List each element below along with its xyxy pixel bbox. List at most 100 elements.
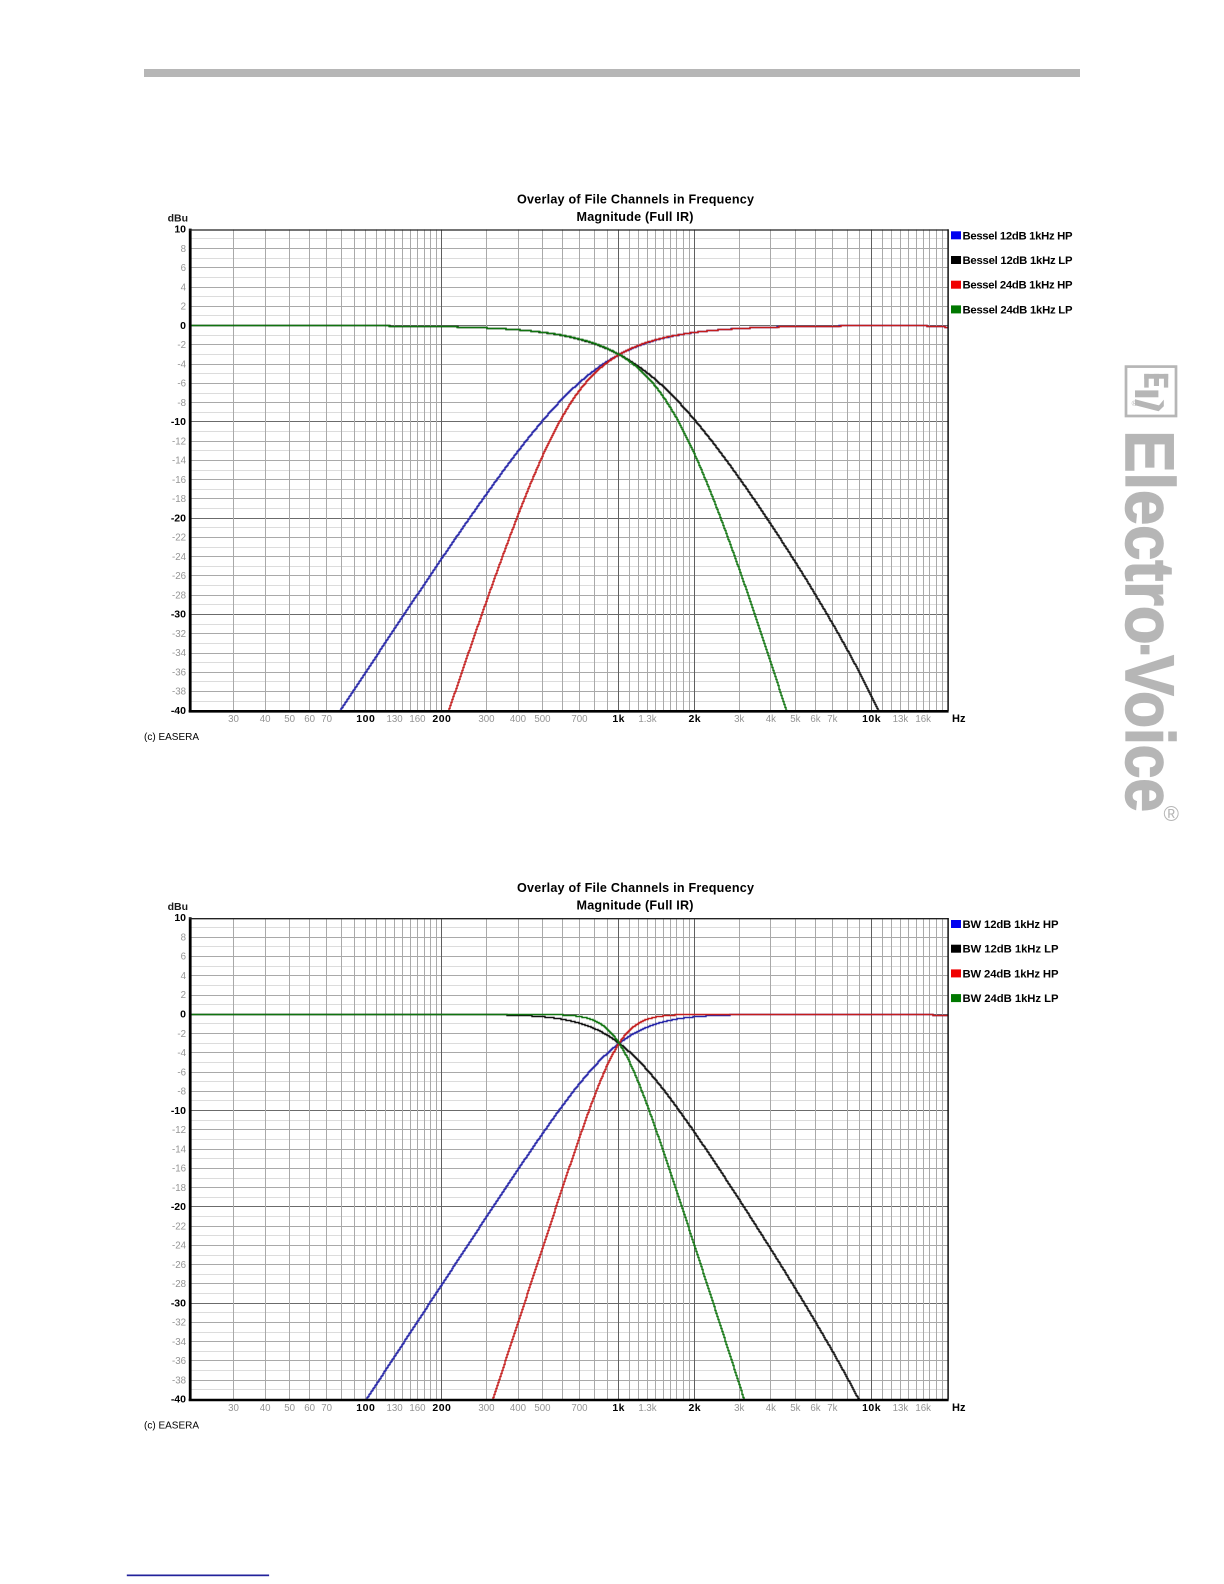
- svg-text:dBu: dBu: [168, 901, 188, 913]
- svg-text:70: 70: [321, 714, 332, 725]
- svg-text:Magnitude (Full IR): Magnitude (Full IR): [577, 210, 694, 224]
- svg-text:500: 500: [534, 714, 551, 725]
- svg-text:BW 24dB 1kHz HP: BW 24dB 1kHz HP: [963, 968, 1059, 980]
- svg-text:-20: -20: [171, 512, 186, 524]
- svg-text:200: 200: [432, 1402, 451, 1414]
- svg-text:®: ®: [1164, 803, 1180, 826]
- svg-text:160: 160: [409, 1403, 426, 1414]
- svg-text:13k: 13k: [893, 1403, 909, 1414]
- svg-text:700: 700: [571, 714, 588, 725]
- svg-text:Bessel 12dB 1kHz LP: Bessel 12dB 1kHz LP: [963, 255, 1073, 267]
- svg-text:70: 70: [321, 1403, 332, 1414]
- svg-text:4k: 4k: [766, 1403, 776, 1414]
- svg-text:2: 2: [181, 990, 186, 1001]
- svg-text:-26: -26: [172, 1260, 186, 1271]
- svg-text:(c) EASERA: (c) EASERA: [144, 732, 199, 743]
- svg-text:2: 2: [181, 302, 186, 313]
- svg-text:Overlay of File Channels in Fr: Overlay of File Channels in Frequency: [517, 192, 754, 206]
- svg-text:5k: 5k: [790, 714, 800, 725]
- svg-text:10: 10: [174, 224, 186, 236]
- svg-text:60: 60: [304, 714, 315, 725]
- svg-text:Overlay of File Channels in Fr: Overlay of File Channels in Frequency: [517, 881, 754, 895]
- svg-text:-10: -10: [171, 416, 186, 428]
- svg-text:-6: -6: [177, 1067, 186, 1078]
- svg-text:-40: -40: [171, 1394, 186, 1406]
- svg-text:-22: -22: [172, 1221, 186, 1232]
- svg-text:400: 400: [510, 714, 527, 725]
- svg-text:-8: -8: [177, 1087, 186, 1098]
- svg-text:-4: -4: [177, 359, 186, 370]
- svg-text:130: 130: [387, 714, 404, 725]
- svg-text:dBu: dBu: [168, 212, 188, 224]
- svg-text:6: 6: [181, 263, 186, 274]
- svg-text:Hz: Hz: [952, 713, 966, 725]
- svg-text:1.3k: 1.3k: [638, 1403, 656, 1414]
- svg-text:40: 40: [260, 1403, 271, 1414]
- svg-text:-34: -34: [172, 1337, 187, 1348]
- svg-text:-16: -16: [172, 475, 186, 486]
- svg-text:6k: 6k: [810, 1403, 820, 1414]
- svg-text:-4: -4: [177, 1048, 186, 1059]
- svg-text:-38: -38: [172, 1375, 186, 1386]
- svg-text:3k: 3k: [734, 714, 744, 725]
- svg-text:4k: 4k: [766, 714, 776, 725]
- svg-text:8: 8: [181, 244, 186, 255]
- svg-text:-14: -14: [172, 1144, 187, 1155]
- svg-text:Hz: Hz: [952, 1402, 966, 1414]
- svg-text:-24: -24: [172, 1241, 187, 1252]
- svg-text:-30: -30: [171, 609, 186, 621]
- svg-text:10k: 10k: [862, 1402, 881, 1414]
- svg-text:-12: -12: [172, 1125, 186, 1136]
- svg-text:-24: -24: [172, 552, 187, 563]
- svg-text:-20: -20: [171, 1201, 186, 1213]
- svg-text:16k: 16k: [915, 1403, 931, 1414]
- svg-text:0: 0: [180, 1009, 186, 1021]
- svg-text:10k: 10k: [862, 713, 881, 725]
- svg-text:-16: -16: [172, 1164, 186, 1175]
- svg-text:Bessel 24dB 1kHz HP: Bessel 24dB 1kHz HP: [963, 280, 1073, 292]
- svg-text:-40: -40: [171, 705, 186, 717]
- svg-text:160: 160: [409, 714, 426, 725]
- svg-text:6k: 6k: [810, 714, 820, 725]
- svg-text:-12: -12: [172, 436, 186, 447]
- svg-text:-30: -30: [171, 1297, 186, 1309]
- svg-text:300: 300: [478, 714, 495, 725]
- svg-text:-2: -2: [177, 340, 186, 351]
- svg-text:100: 100: [356, 713, 375, 725]
- svg-text:30: 30: [228, 1403, 239, 1414]
- svg-text:200: 200: [432, 713, 451, 725]
- svg-text:500: 500: [534, 1403, 551, 1414]
- svg-text:6: 6: [181, 952, 186, 963]
- svg-text:300: 300: [478, 1403, 495, 1414]
- svg-text:100: 100: [356, 1402, 375, 1414]
- svg-text:-8: -8: [177, 398, 186, 409]
- svg-text:-2: -2: [177, 1029, 186, 1040]
- svg-text:1k: 1k: [612, 1402, 625, 1414]
- svg-text:Electro: Electro: [1111, 430, 1188, 644]
- svg-text:130: 130: [387, 1403, 404, 1414]
- svg-text:30: 30: [228, 714, 239, 725]
- svg-text:-38: -38: [172, 687, 186, 698]
- svg-text:-28: -28: [172, 590, 186, 601]
- svg-text:Bessel 12dB 1kHz HP: Bessel 12dB 1kHz HP: [963, 230, 1073, 242]
- svg-text:50: 50: [284, 714, 295, 725]
- svg-text:700: 700: [571, 1403, 588, 1414]
- svg-text:-36: -36: [172, 668, 186, 679]
- svg-text:2k: 2k: [688, 1402, 701, 1414]
- svg-text:-32: -32: [172, 1318, 186, 1329]
- svg-text:50: 50: [284, 1403, 295, 1414]
- svg-text:-14: -14: [172, 456, 187, 467]
- svg-text:1k: 1k: [612, 713, 625, 725]
- svg-text:1.3k: 1.3k: [638, 714, 656, 725]
- svg-text:60: 60: [304, 1403, 315, 1414]
- svg-text:16k: 16k: [915, 714, 931, 725]
- svg-text:Bessel 24dB 1kHz LP: Bessel 24dB 1kHz LP: [963, 304, 1073, 316]
- svg-text:8: 8: [181, 933, 186, 944]
- svg-text:2k: 2k: [688, 713, 701, 725]
- svg-text:-18: -18: [172, 1183, 186, 1194]
- svg-text:7k: 7k: [827, 714, 837, 725]
- svg-text:BW 24dB 1kHz LP: BW 24dB 1kHz LP: [963, 993, 1059, 1005]
- svg-text:®: ®: [1132, 399, 1138, 408]
- svg-text:40: 40: [260, 714, 271, 725]
- svg-text:Voice: Voice: [1111, 655, 1188, 812]
